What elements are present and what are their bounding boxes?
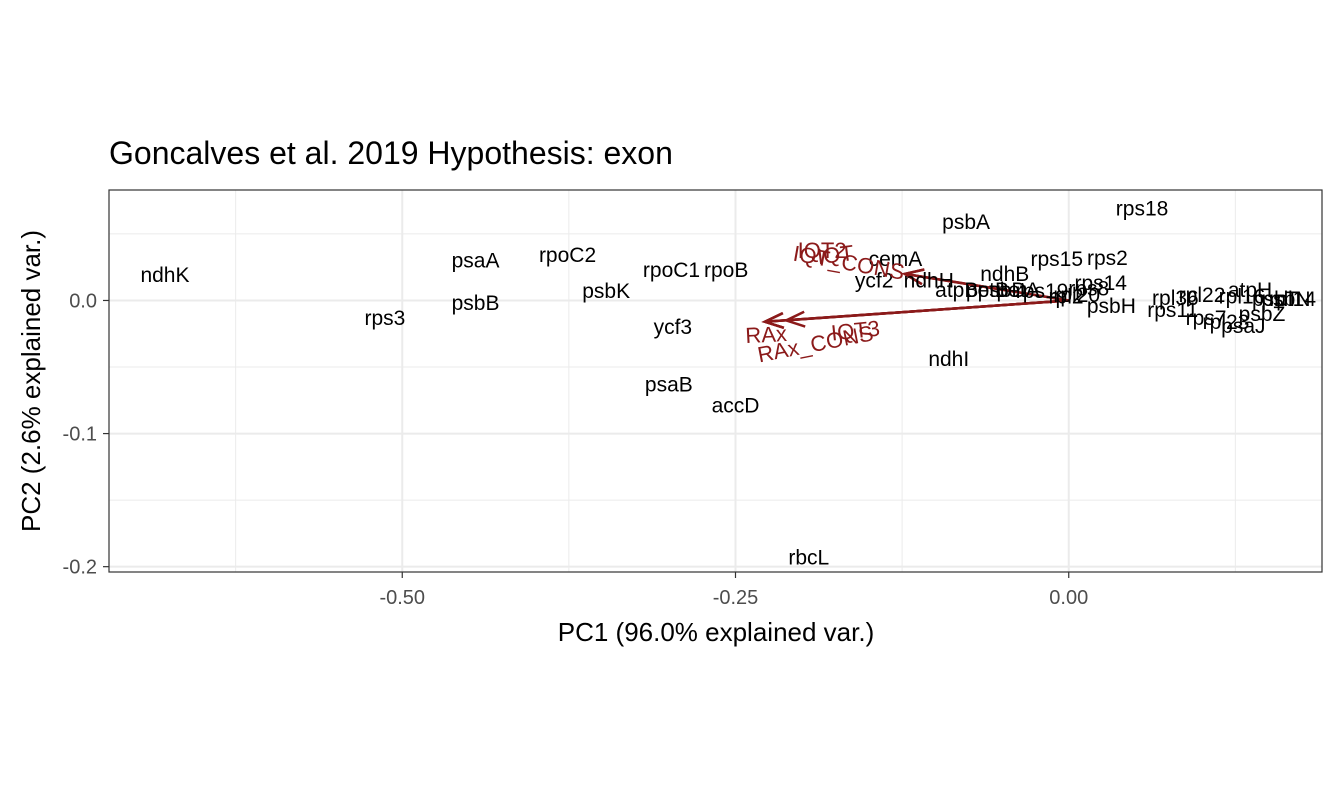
gene-label: ndhH (904, 270, 954, 293)
gene-label: rps11 (1147, 299, 1198, 322)
loading-label: RAx (745, 321, 788, 348)
x-tick-label: -0.50 (379, 587, 425, 609)
gene-label: ndhB (980, 263, 1029, 286)
gene-label: rpl16 (1219, 285, 1266, 308)
arrow-head (782, 310, 806, 328)
gene-label: ndhI (928, 348, 969, 371)
gene-label: psbH (1087, 295, 1136, 318)
gene-label: petA (996, 279, 1039, 302)
gene-label: rpl20 (1053, 284, 1100, 307)
gene-label: rpoB (704, 259, 748, 282)
plot-panel-border (108, 189, 1323, 573)
gene-label: cemA (869, 248, 923, 271)
gene-label: rps7 (1186, 307, 1227, 330)
chart-title: Goncalves et al. 2019 Hypothesis: exon (109, 135, 673, 171)
gene-label: psbN (1261, 288, 1310, 311)
gene-label: psaJ (1221, 315, 1265, 338)
loading-arrows (761, 268, 1069, 330)
loading-label: IQT2 (798, 238, 847, 263)
gene-label: psaA (452, 250, 500, 273)
y-tick-label: -0.1 (63, 424, 97, 446)
gene-label: rpoC2 (539, 244, 596, 267)
gene-label: psaB (645, 373, 693, 396)
gene-label: rbcL (788, 546, 829, 569)
gene-label: atpB (935, 279, 978, 302)
gene-label: rps19 (1016, 280, 1069, 303)
gene-label: petB (966, 279, 1009, 302)
gene-label: psbK (582, 280, 630, 303)
gene-label: ycf2 (855, 270, 894, 293)
y-tick-label: 0.0 (69, 290, 97, 312)
gene-labels: ndhK psaA rpoC2 rps3 psbB psbK rpoC1 rpoB ycf3 ps… (140, 198, 1316, 570)
y-axis-title: PC2 (2.6% explained var.) (16, 230, 46, 532)
loading-label: IQT3 (830, 316, 881, 346)
gene-label: rps3 (364, 307, 405, 330)
y-tick-label: -0.2 (63, 557, 97, 579)
x-tick-label: 0.00 (1049, 587, 1088, 609)
axes: -0.50 -0.25 0.00 -0.2 -0.1 0.0 (63, 290, 1089, 609)
gene-label: rps18 (1116, 198, 1169, 221)
gene-label: rps15 (1030, 248, 1083, 271)
gene-label: rpl14 (1269, 288, 1316, 311)
x-tick-label: -0.25 (713, 587, 759, 609)
gene-label: ndhK (140, 264, 189, 287)
gene-label: rpl36 (1152, 287, 1199, 310)
gene-label: psbB (452, 292, 500, 315)
gene-label: psbD (978, 279, 1027, 302)
gene-label: psbZ (1239, 303, 1286, 326)
arrow-head (761, 311, 785, 330)
gene-label: ycf3 (654, 316, 693, 339)
gene-label: rps2 (1087, 247, 1128, 270)
gene-label: psbA (942, 211, 990, 234)
gene-label: rpoC1 (643, 259, 700, 282)
x-axis-title: PC1 (96.0% explained var.) (558, 617, 875, 647)
gene-label: atpH (1228, 279, 1272, 302)
gene-label: rps8 (1068, 277, 1109, 300)
gene-label: rps14 (1074, 272, 1127, 295)
gridlines (109, 190, 1322, 572)
arrow-head (901, 268, 925, 286)
loading-label: IQT (816, 240, 855, 269)
gene-label: rpl22 (1179, 284, 1226, 307)
gene-label: psbT (1252, 288, 1299, 311)
loading-arrow (904, 272, 1069, 302)
gene-label: accD (712, 395, 760, 418)
loading-arrow (786, 299, 1069, 322)
gene-label: rpl2 (1049, 285, 1084, 308)
gene-label: rpl23 (1203, 311, 1250, 334)
